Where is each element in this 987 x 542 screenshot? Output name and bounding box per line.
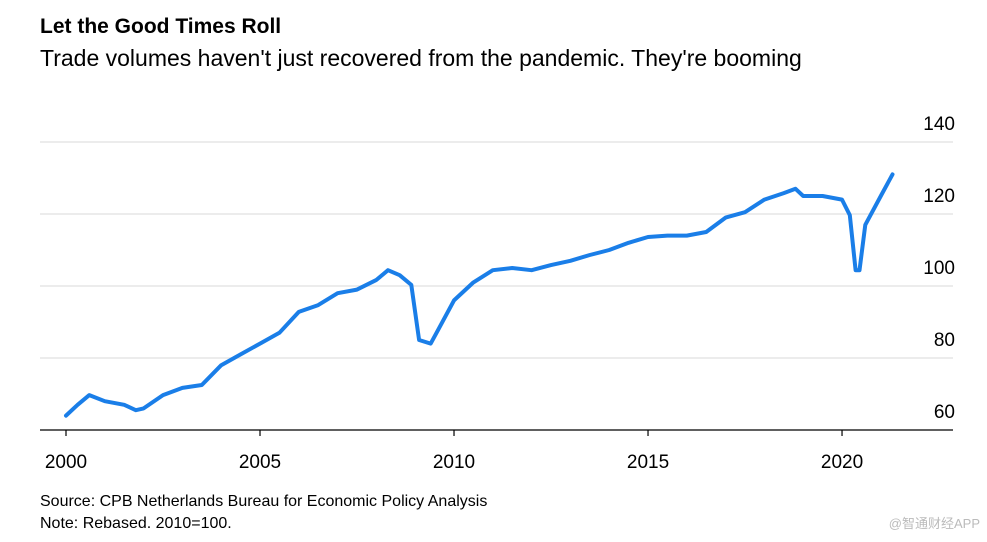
y-tick-label: 140 — [923, 114, 955, 135]
line — [64, 172, 895, 418]
y-tick-label: 60 — [934, 402, 955, 423]
source: Source: CPB Netherlands Bureau for Econo… — [40, 493, 487, 510]
y-tick-label: 100 — [923, 258, 955, 279]
note: Note: Rebased. 2010=100. — [40, 515, 232, 532]
x-tick-label: 2020 — [821, 452, 863, 473]
chart-title: Let the Good Times Roll — [40, 15, 281, 38]
chart-subtitle: Trade volumes haven't just recovered fro… — [40, 45, 802, 71]
x-tick-label: 2015 — [627, 452, 669, 473]
y-tick-label: 120 — [923, 186, 955, 207]
x-tick-label: 2010 — [433, 452, 475, 473]
x-tick-label: 2005 — [239, 452, 281, 473]
watermark: @智通财经APP — [889, 516, 980, 531]
x-tick-label: 2000 — [45, 452, 87, 473]
y-tick-label: 80 — [934, 330, 955, 351]
